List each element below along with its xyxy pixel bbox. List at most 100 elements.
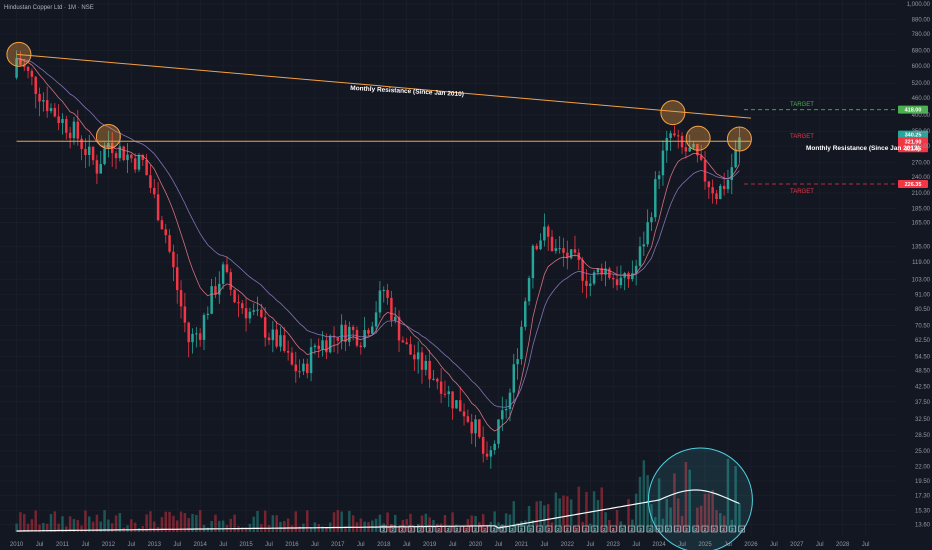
price-tick: 780.00 (912, 32, 931, 38)
candle-body (88, 146, 91, 155)
volume-bar (49, 514, 53, 532)
volume-bar (195, 515, 198, 532)
volume-bar (271, 515, 275, 532)
candle-body (386, 289, 389, 298)
candle-body (279, 335, 282, 347)
candle-body (631, 273, 634, 280)
time-tick: Jul (311, 542, 319, 548)
candle-body (214, 286, 217, 295)
candle-body (191, 333, 194, 343)
volume-badge-box (573, 525, 580, 533)
level-badge (898, 144, 928, 153)
candle-body (156, 194, 160, 221)
price-tick: 270.00 (912, 161, 931, 167)
volume-bar (527, 506, 531, 532)
volume-badge-text: 2 (566, 527, 569, 532)
time-tick: 2025 (698, 542, 712, 548)
candle-body (566, 252, 569, 259)
volume-bar (722, 515, 726, 532)
price-tick: 42.50 (915, 385, 931, 391)
candle-body (122, 146, 125, 161)
volume-badge-text: 2 (483, 527, 486, 532)
volume-bar (53, 511, 57, 532)
volume-bar (103, 510, 106, 532)
level-badge (898, 137, 928, 146)
volume-bar (118, 513, 122, 532)
volume-bar (619, 521, 623, 532)
candle-body (634, 265, 638, 274)
volume-badge-text: 2 (428, 527, 431, 532)
volume-bar (309, 527, 313, 532)
volume-bar (390, 523, 393, 532)
price-tick: 350.00 (912, 129, 931, 135)
candle-body (703, 159, 707, 182)
volume-badge-text: 2 (612, 527, 615, 532)
price-tick: 880.00 (912, 17, 931, 23)
volume-bar (283, 520, 286, 532)
candle-body (397, 316, 401, 341)
volume-bar (88, 516, 91, 532)
volume-bar (409, 513, 412, 532)
highlight-circle (660, 100, 686, 126)
volume-bar (382, 523, 385, 532)
volume-badge-text: 2 (658, 527, 661, 532)
volume-badge-text: 2 (419, 527, 422, 532)
volume-badge-box (609, 525, 617, 533)
candle-body (221, 264, 225, 284)
candle-body (596, 268, 600, 273)
candle-body (504, 408, 508, 411)
candle-body (493, 443, 496, 451)
price-tick: 13.60 (915, 523, 931, 529)
candle-body (130, 154, 133, 159)
volume-badge-text: 2 (685, 527, 688, 532)
price-tick: 19.50 (915, 479, 931, 485)
candle-body (263, 317, 267, 338)
time-tick: Jul (265, 542, 273, 548)
time-axis[interactable]: 2010 Jul 2011 Jul 2012 Jul 2013 Jul 2014 Jul 2015 J… (10, 542, 870, 548)
volume-highlight-circle (647, 447, 753, 550)
price-axis[interactable]: 1,000.00 880.00 780.00 680.00 600.00 520.00 46… (907, 2, 931, 529)
candle-body (470, 421, 473, 434)
volume-bar (703, 493, 707, 532)
highlight-circles (6, 41, 752, 152)
volume-bar (696, 507, 699, 532)
price-tick: 520.00 (912, 81, 931, 87)
candle-body (443, 393, 447, 395)
candle-body (585, 280, 588, 286)
candle-body (432, 378, 435, 380)
level-badge-text: 340.25 (905, 133, 922, 139)
time-tick: 2016 (285, 542, 299, 548)
volume-bar (516, 522, 519, 532)
candle-body (466, 416, 470, 422)
volume-badge-box (426, 525, 433, 533)
volume-bar (198, 510, 202, 532)
candle-body (382, 289, 385, 291)
level-badge-text: 321.90 (905, 139, 922, 145)
candle-body (371, 326, 374, 334)
candle-body (642, 244, 646, 247)
candle-body (348, 326, 351, 342)
volume-badge-text: 2 (392, 527, 395, 532)
volume-badge-box (655, 525, 663, 533)
candle-body (340, 324, 343, 341)
candle-body (539, 240, 542, 250)
candle-body (141, 154, 145, 160)
volume-bar (99, 521, 102, 532)
candle-body (321, 340, 324, 350)
candle-body (604, 268, 607, 275)
candle-body (49, 108, 53, 112)
volume-bar (133, 522, 137, 532)
price-tick: 22.00 (915, 464, 931, 470)
candle-body (260, 309, 263, 318)
volume-badge-box (481, 525, 489, 533)
candle-body (84, 148, 87, 155)
candle-body (436, 378, 439, 382)
time-tick: 2019 (423, 542, 437, 548)
candle-body (573, 249, 577, 253)
volume-badge-box (499, 525, 507, 533)
candle-body (313, 345, 317, 348)
candle-body (290, 352, 294, 365)
volume-bar (114, 515, 118, 532)
volume-bar (275, 515, 278, 532)
